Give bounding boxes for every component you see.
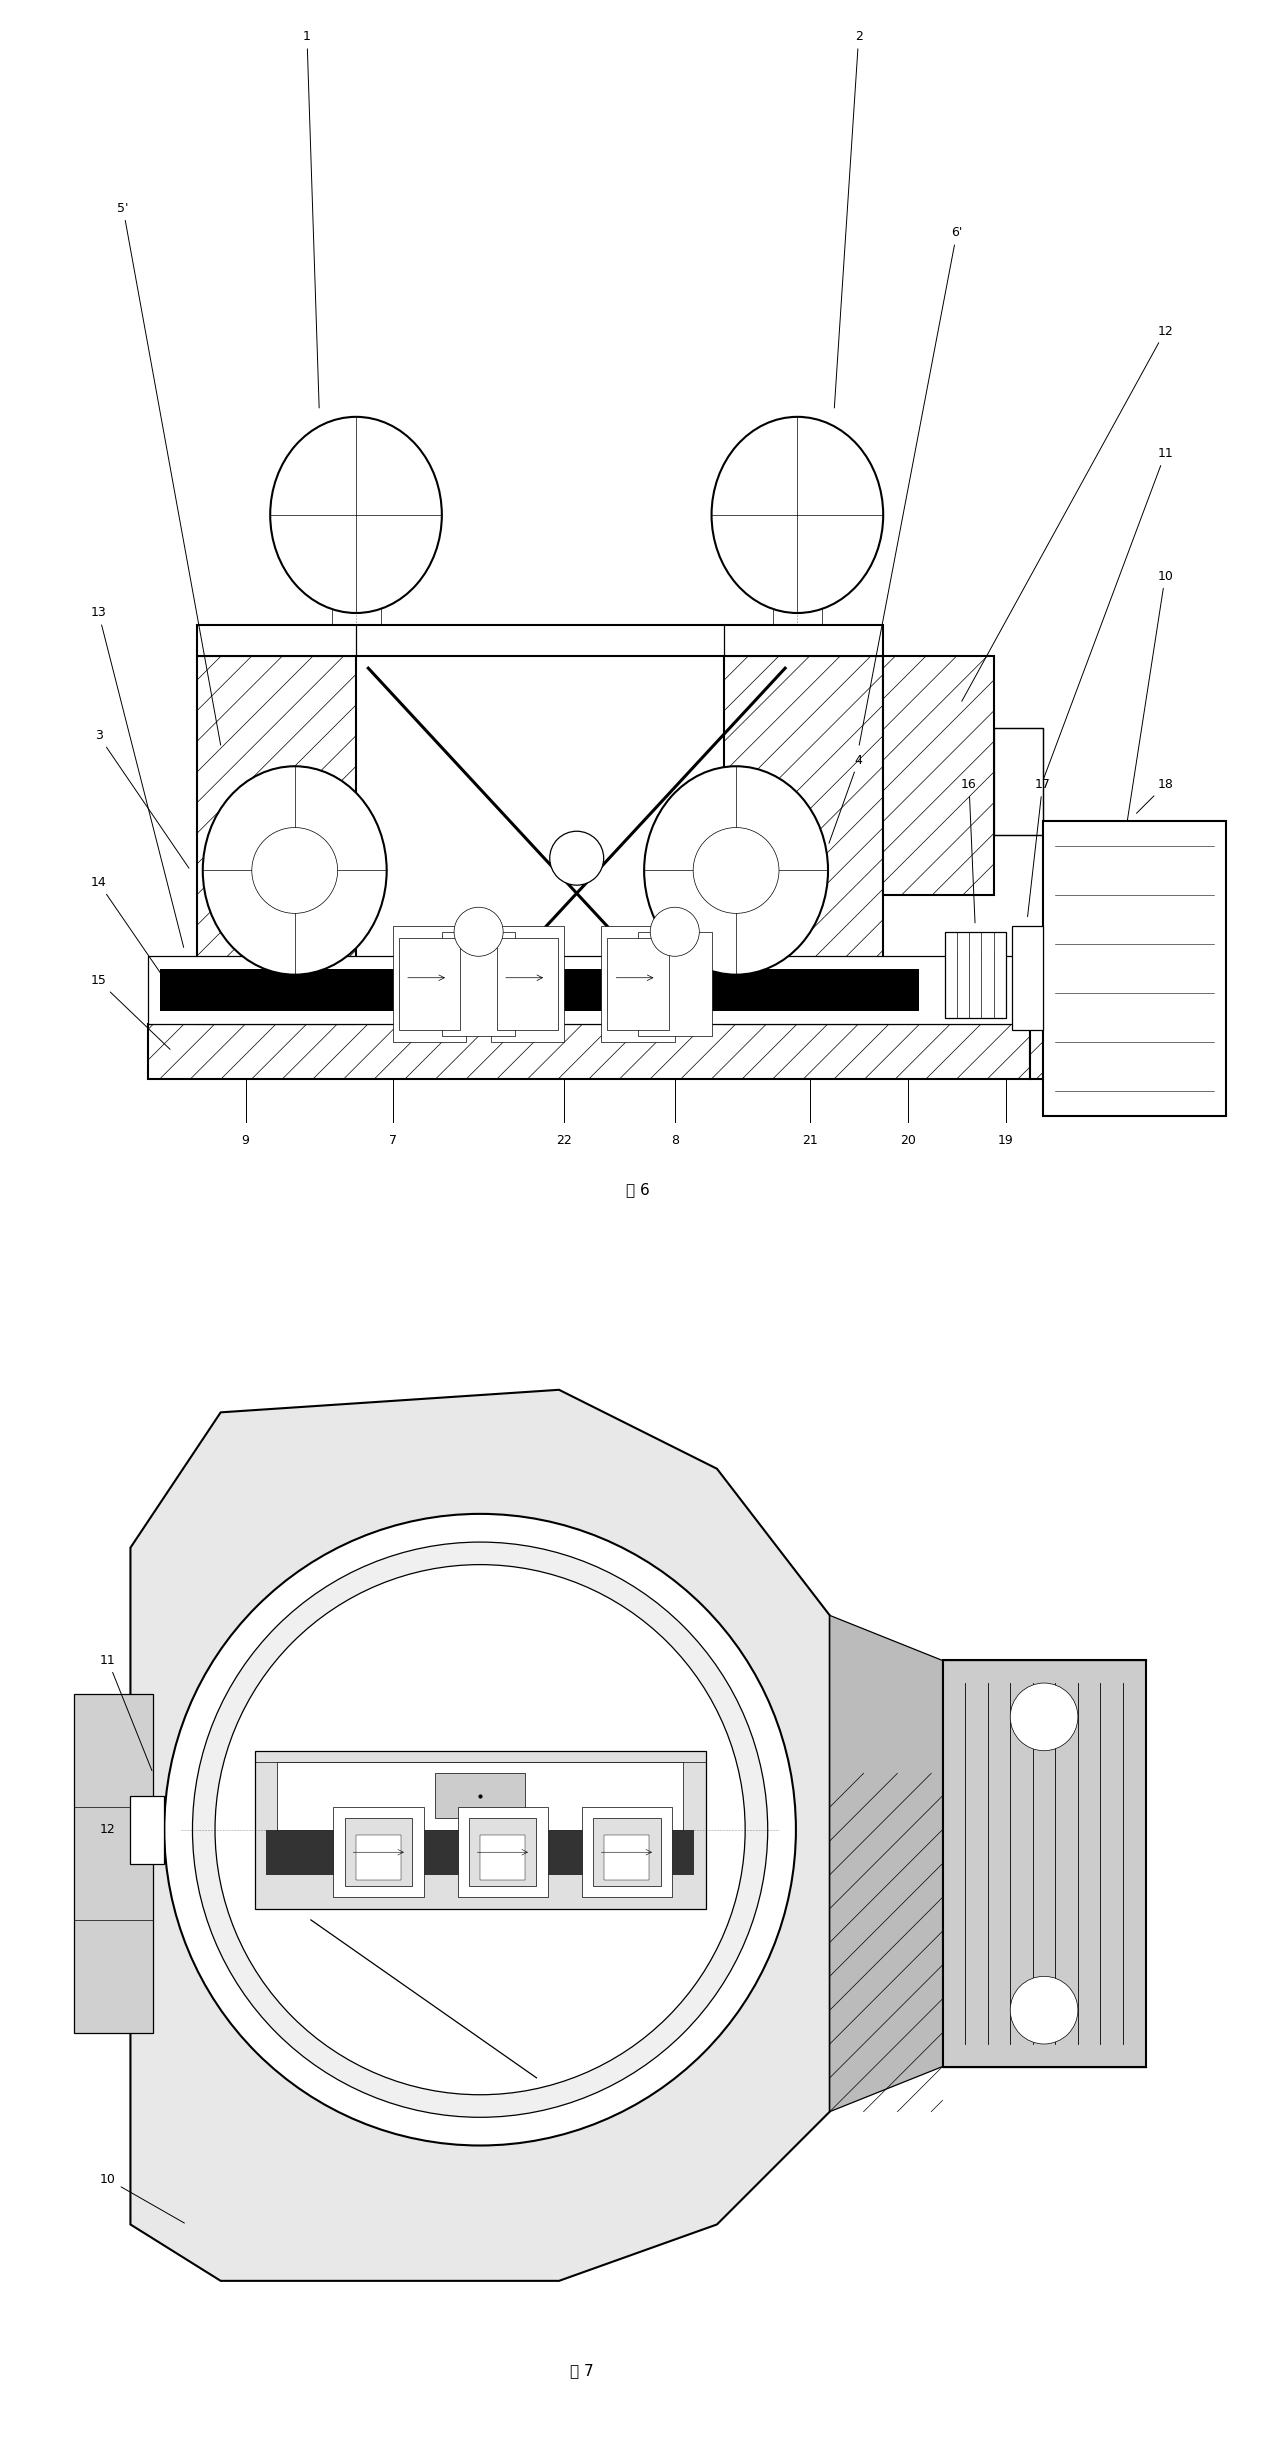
Circle shape [216,1564,745,2094]
Bar [981,932,994,1018]
Bar [265,1829,694,1876]
Text: 16: 16 [961,777,977,922]
Bar [883,655,994,895]
Bar [197,625,883,655]
Bar [148,1025,1030,1079]
Bar [333,1807,424,1898]
Circle shape [651,907,699,956]
Polygon shape [829,1616,943,2111]
Text: 2: 2 [835,29,863,407]
Text: 14: 14 [91,875,171,988]
Text: 6': 6' [859,226,962,745]
Text: 21: 21 [801,1133,818,1148]
Polygon shape [829,1751,943,1976]
Bar [458,1807,547,1898]
Circle shape [550,831,604,885]
Bar [994,728,1042,836]
Bar [160,969,919,1010]
Text: 18: 18 [1137,777,1173,814]
Text: 22: 22 [556,1133,573,1148]
Circle shape [1011,1682,1078,1751]
Bar [480,1834,526,1881]
Text: 1: 1 [302,29,319,407]
Text: 13: 13 [91,606,184,946]
Bar [957,932,968,1018]
Bar [277,1763,683,1829]
Bar [1042,821,1226,1116]
Polygon shape [943,1660,1146,2067]
Circle shape [454,907,503,956]
Polygon shape [130,1390,829,2280]
Text: 10: 10 [1092,569,1173,1049]
Bar [148,956,1030,1025]
Ellipse shape [712,417,883,613]
Bar [601,924,675,1042]
Bar [399,937,461,1030]
Circle shape [1011,1976,1078,2045]
Text: 图 7: 图 7 [570,2364,593,2378]
Text: 12: 12 [100,1824,116,1837]
Bar [345,1819,412,1886]
Bar [468,1819,536,1886]
Bar [254,1751,706,1908]
Text: 19: 19 [998,1133,1013,1148]
Ellipse shape [203,765,387,973]
Bar [638,932,712,1035]
Circle shape [165,1513,796,2146]
Text: 8: 8 [671,1133,679,1148]
Bar [435,1773,526,1819]
Text: 7: 7 [389,1133,397,1148]
Bar [944,932,957,1018]
Bar [356,1834,401,1881]
Bar [968,932,981,1018]
Bar [393,924,466,1042]
Bar [604,1834,649,1881]
Text: 4: 4 [829,753,863,843]
Bar [994,932,1005,1018]
Ellipse shape [644,765,828,973]
Text: 11: 11 [1044,446,1173,780]
Text: 10: 10 [100,2172,185,2224]
Bar [197,655,356,1025]
Bar [723,655,883,1025]
Circle shape [193,1542,768,2116]
Polygon shape [74,1694,153,2033]
Bar [1012,924,1042,1030]
Bar [498,937,559,1030]
Text: 20: 20 [900,1133,916,1148]
Bar [593,1819,661,1886]
Circle shape [693,826,778,915]
Text: 12: 12 [962,324,1173,701]
Bar [607,937,669,1030]
Text: 11: 11 [100,1655,152,1770]
Polygon shape [130,1795,165,1864]
Bar [1030,1025,1215,1079]
Text: 图 6: 图 6 [627,1182,649,1197]
Text: 17: 17 [1027,777,1050,917]
Text: 5': 5' [117,201,221,745]
Ellipse shape [271,417,441,613]
Bar [441,932,516,1035]
Text: 3: 3 [94,728,189,868]
Text: 15: 15 [91,973,170,1049]
Text: 9: 9 [241,1133,250,1148]
Bar [491,924,564,1042]
Bar [582,1807,672,1898]
Bar [944,932,1005,1018]
Circle shape [251,826,338,915]
